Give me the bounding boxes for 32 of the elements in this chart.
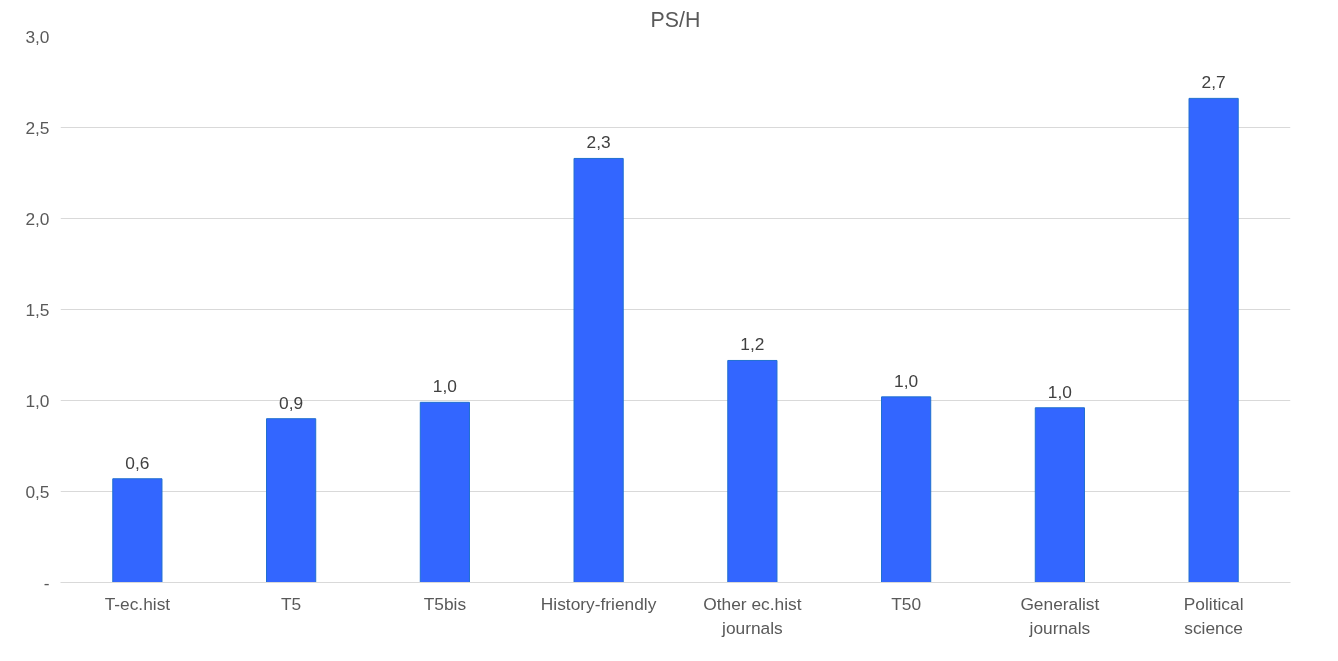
- data-label: 2,3: [586, 132, 611, 153]
- y-tick-label: 2,0: [25, 208, 50, 229]
- x-tick-label: T50: [891, 593, 922, 614]
- y-tick-label: -: [43, 572, 50, 593]
- x-tick-label: Other ec.hist journals: [703, 593, 802, 638]
- bar: [727, 359, 778, 583]
- data-label: 1,0: [432, 376, 457, 397]
- y-tick-label: 1,0: [25, 390, 50, 411]
- data-label: 2,7: [1201, 72, 1226, 93]
- x-tick-label: T5bis: [423, 593, 467, 614]
- y-tick-label: 1,5: [25, 299, 50, 320]
- x-tick-label: Political science: [1183, 593, 1244, 638]
- data-label: 1,0: [894, 370, 919, 391]
- bar: [112, 478, 163, 583]
- chart-title: PS/H: [650, 7, 701, 32]
- bar: [1188, 97, 1239, 583]
- data-label: 0,9: [279, 392, 304, 413]
- x-tick-label: T5: [281, 593, 302, 614]
- data-label: 0,6: [125, 452, 150, 473]
- data-label: 1,0: [1047, 381, 1072, 402]
- x-tick-label: History-friendly: [540, 593, 657, 614]
- y-tick-label: 0,5: [25, 481, 50, 502]
- bar: [266, 418, 317, 583]
- y-tick-label: 2,5: [25, 117, 50, 138]
- bar: [419, 401, 470, 583]
- data-label: 1,2: [740, 334, 765, 355]
- bar: [881, 396, 932, 583]
- x-tick-label: T-ec.hist: [104, 593, 171, 614]
- bar: [1034, 407, 1085, 583]
- bar: [573, 157, 624, 583]
- x-tick-label: Generalist journals: [1020, 593, 1100, 638]
- y-tick-label: 3,0: [25, 26, 50, 47]
